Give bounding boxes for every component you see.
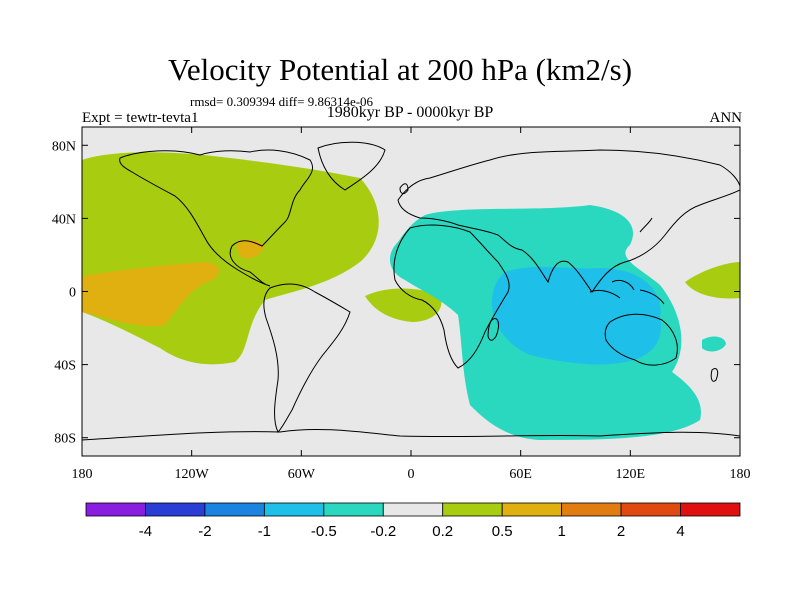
coastline-antarctica bbox=[82, 428, 740, 441]
colorbar-label: 0.5 bbox=[492, 523, 513, 540]
colorbar-label: -2 bbox=[198, 523, 211, 540]
coastline-japan bbox=[639, 217, 653, 233]
season-label: ANN bbox=[709, 110, 743, 126]
colorbar-label: 4 bbox=[676, 523, 684, 540]
colorbar-box bbox=[561, 502, 622, 517]
contour-fills bbox=[82, 152, 740, 440]
x-tick-label: 180 bbox=[730, 467, 751, 482]
coastline-africa bbox=[393, 224, 510, 369]
coastline-british-isles bbox=[399, 183, 409, 195]
colorbar-label: 1 bbox=[557, 523, 565, 540]
colorbar-box bbox=[323, 502, 384, 517]
x-tick-label: 120W bbox=[175, 467, 210, 482]
colorbar-box bbox=[145, 502, 206, 517]
colorbar-box bbox=[204, 502, 265, 517]
colorbar-box bbox=[85, 502, 146, 517]
colorbar-label: -1 bbox=[258, 523, 271, 540]
colorbar-label: -0.5 bbox=[311, 523, 337, 540]
contour-fill-negative-small bbox=[702, 336, 726, 352]
coastline-australia bbox=[604, 313, 678, 366]
y-tick-label: 0 bbox=[69, 286, 76, 301]
coastline-eurasia bbox=[397, 149, 740, 293]
contour-fill-positive-gulf bbox=[236, 239, 264, 259]
colorbar-box bbox=[442, 502, 503, 517]
coastline-north-america bbox=[119, 149, 314, 287]
x-tick-label: 180 bbox=[72, 467, 93, 482]
y-tick-label: 80S bbox=[54, 432, 76, 447]
colorbar-label: 2 bbox=[617, 523, 625, 540]
coastline-new-zealand bbox=[710, 367, 719, 382]
y-tick-label: 80N bbox=[52, 139, 76, 154]
y-tick-label: 40S bbox=[54, 359, 76, 374]
contour-fill-negative-core bbox=[491, 266, 661, 365]
contour-fill-positive-atlantic bbox=[365, 288, 442, 322]
colorbar-box bbox=[620, 502, 681, 517]
x-tick-label: 0 bbox=[408, 467, 415, 482]
x-tick-label: 120E bbox=[616, 467, 646, 482]
y-tick-label: 40N bbox=[52, 212, 76, 227]
period-label: 1980kyr BP - 0000kyr BP bbox=[326, 104, 494, 121]
experiment-label: Expt = tewtr-tevta1 bbox=[82, 110, 199, 126]
colorbar-box bbox=[680, 502, 741, 517]
coastline-south-america bbox=[263, 283, 351, 433]
coastlines bbox=[82, 141, 740, 441]
colorbar: -4 -2 -1 -0.5 -0.2 0.2 0.5 1 2 4 bbox=[85, 502, 741, 540]
coastline-greenland bbox=[317, 141, 386, 191]
plot-title: Velocity Potential at 200 hPa (km2/s) bbox=[167, 52, 633, 87]
contour-fill-positive-strong bbox=[82, 262, 219, 327]
colorbar-label: -4 bbox=[139, 523, 152, 540]
colorbar-box bbox=[382, 502, 444, 517]
coastline-madagascar bbox=[487, 317, 499, 341]
colorbar-label: 0.2 bbox=[432, 523, 453, 540]
x-tick-label: 60W bbox=[288, 467, 316, 482]
colorbar-box bbox=[263, 502, 325, 517]
colorbar-box bbox=[501, 502, 563, 517]
coastline-maritime-continent bbox=[589, 279, 665, 305]
colorbar-label: -0.2 bbox=[370, 523, 396, 540]
stats-label: rmsd= 0.309394 diff= 9.86314e-06 bbox=[190, 94, 374, 109]
x-tick-label: 60E bbox=[509, 467, 532, 482]
map-axes: 180 120W 60W 0 60E 120E 180 80N 40N 0 40S 80S bbox=[52, 127, 751, 482]
contour-fill-positive-eastern-edge bbox=[685, 262, 740, 299]
